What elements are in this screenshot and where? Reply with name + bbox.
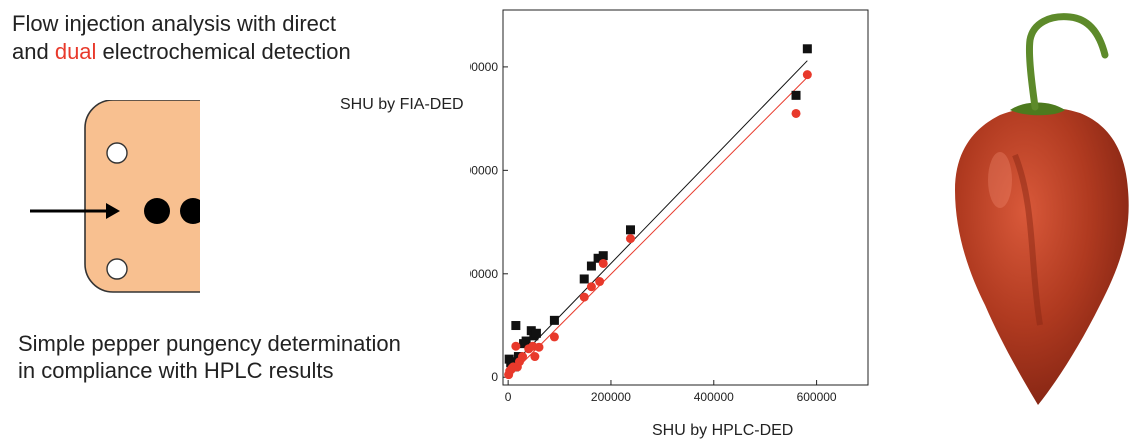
pepper-highlight [988, 152, 1012, 208]
point-s0-4 [511, 321, 521, 331]
point-s1-13 [549, 332, 559, 342]
headline-accent-word: dual [54, 39, 97, 64]
point-s0-7 [521, 336, 531, 346]
flow-arrow-head [106, 203, 120, 219]
headline-line-1: Flow injection analysis with direct [12, 11, 337, 36]
point-s1-17 [598, 258, 608, 268]
port-bottom-left [106, 258, 128, 280]
y-tick-label-1: 200000 [470, 267, 498, 281]
electrode-1 [144, 198, 170, 224]
x-tick-label-2: 400000 [694, 390, 734, 404]
chili-pepper-image [955, 13, 1129, 405]
headline-line-2-start: and [12, 39, 55, 64]
point-s1-11 [530, 352, 540, 362]
flow-cell-diagram [30, 100, 200, 293]
y-axis-label: SHU by FIA-DED [340, 96, 464, 113]
flow-cell-icon [84, 100, 200, 293]
caption: Simple pepper pungency determination in … [18, 330, 401, 384]
pepper-body [955, 107, 1129, 405]
point-s1-8 [518, 352, 528, 362]
headline: Flow injection analysis with direct and … [12, 10, 351, 66]
point-s0-8 [526, 326, 536, 336]
y-tick-label-2: 400000 [470, 163, 498, 177]
point-s1-12 [534, 342, 544, 352]
point-s0-16 [625, 225, 635, 235]
point-s1-20 [802, 70, 812, 80]
caption-line-2: in compliance with HPLC results [18, 358, 334, 383]
caption-line-1: Simple pepper pungency determination [18, 331, 401, 356]
point-s1-5 [511, 341, 521, 351]
pepper-stem [1025, 13, 1109, 111]
x-tick-label-1: 200000 [591, 390, 631, 404]
fit-line-1 [507, 76, 808, 378]
port-top-left [106, 142, 128, 164]
point-s0-11 [549, 315, 559, 325]
x-axis-label: SHU by HPLC-DED [652, 422, 794, 439]
x-tick-label-0: 0 [505, 390, 512, 404]
y-tick-label-0: 0 [491, 370, 498, 384]
point-s1-19 [791, 108, 801, 118]
point-s1-14 [579, 292, 589, 302]
point-s0-12 [579, 274, 589, 284]
point-s0-13 [586, 261, 596, 271]
point-s1-16 [595, 277, 605, 287]
pepper-crease [1012, 153, 1043, 326]
point-s0-18 [802, 44, 812, 54]
y-tick-label-3: 600000 [470, 60, 498, 74]
point-s1-18 [625, 234, 635, 244]
point-s1-15 [586, 282, 596, 292]
electrode-2 [180, 198, 200, 224]
point-s0-10 [531, 328, 541, 338]
point-s0-14 [593, 253, 603, 263]
point-s0-15 [598, 251, 608, 261]
headline-line-2-end: electrochemical detection [96, 39, 351, 64]
plot-frame [502, 9, 869, 386]
x-tick-label-3: 600000 [797, 390, 837, 404]
scatter-chart: 0 200000 400000 600000 0 200000 400000 600000 [470, 9, 869, 404]
headline-line-2: and dual electrochemical detection [12, 38, 351, 66]
point-s0-17 [791, 90, 801, 100]
point-s0-2 [507, 357, 517, 367]
